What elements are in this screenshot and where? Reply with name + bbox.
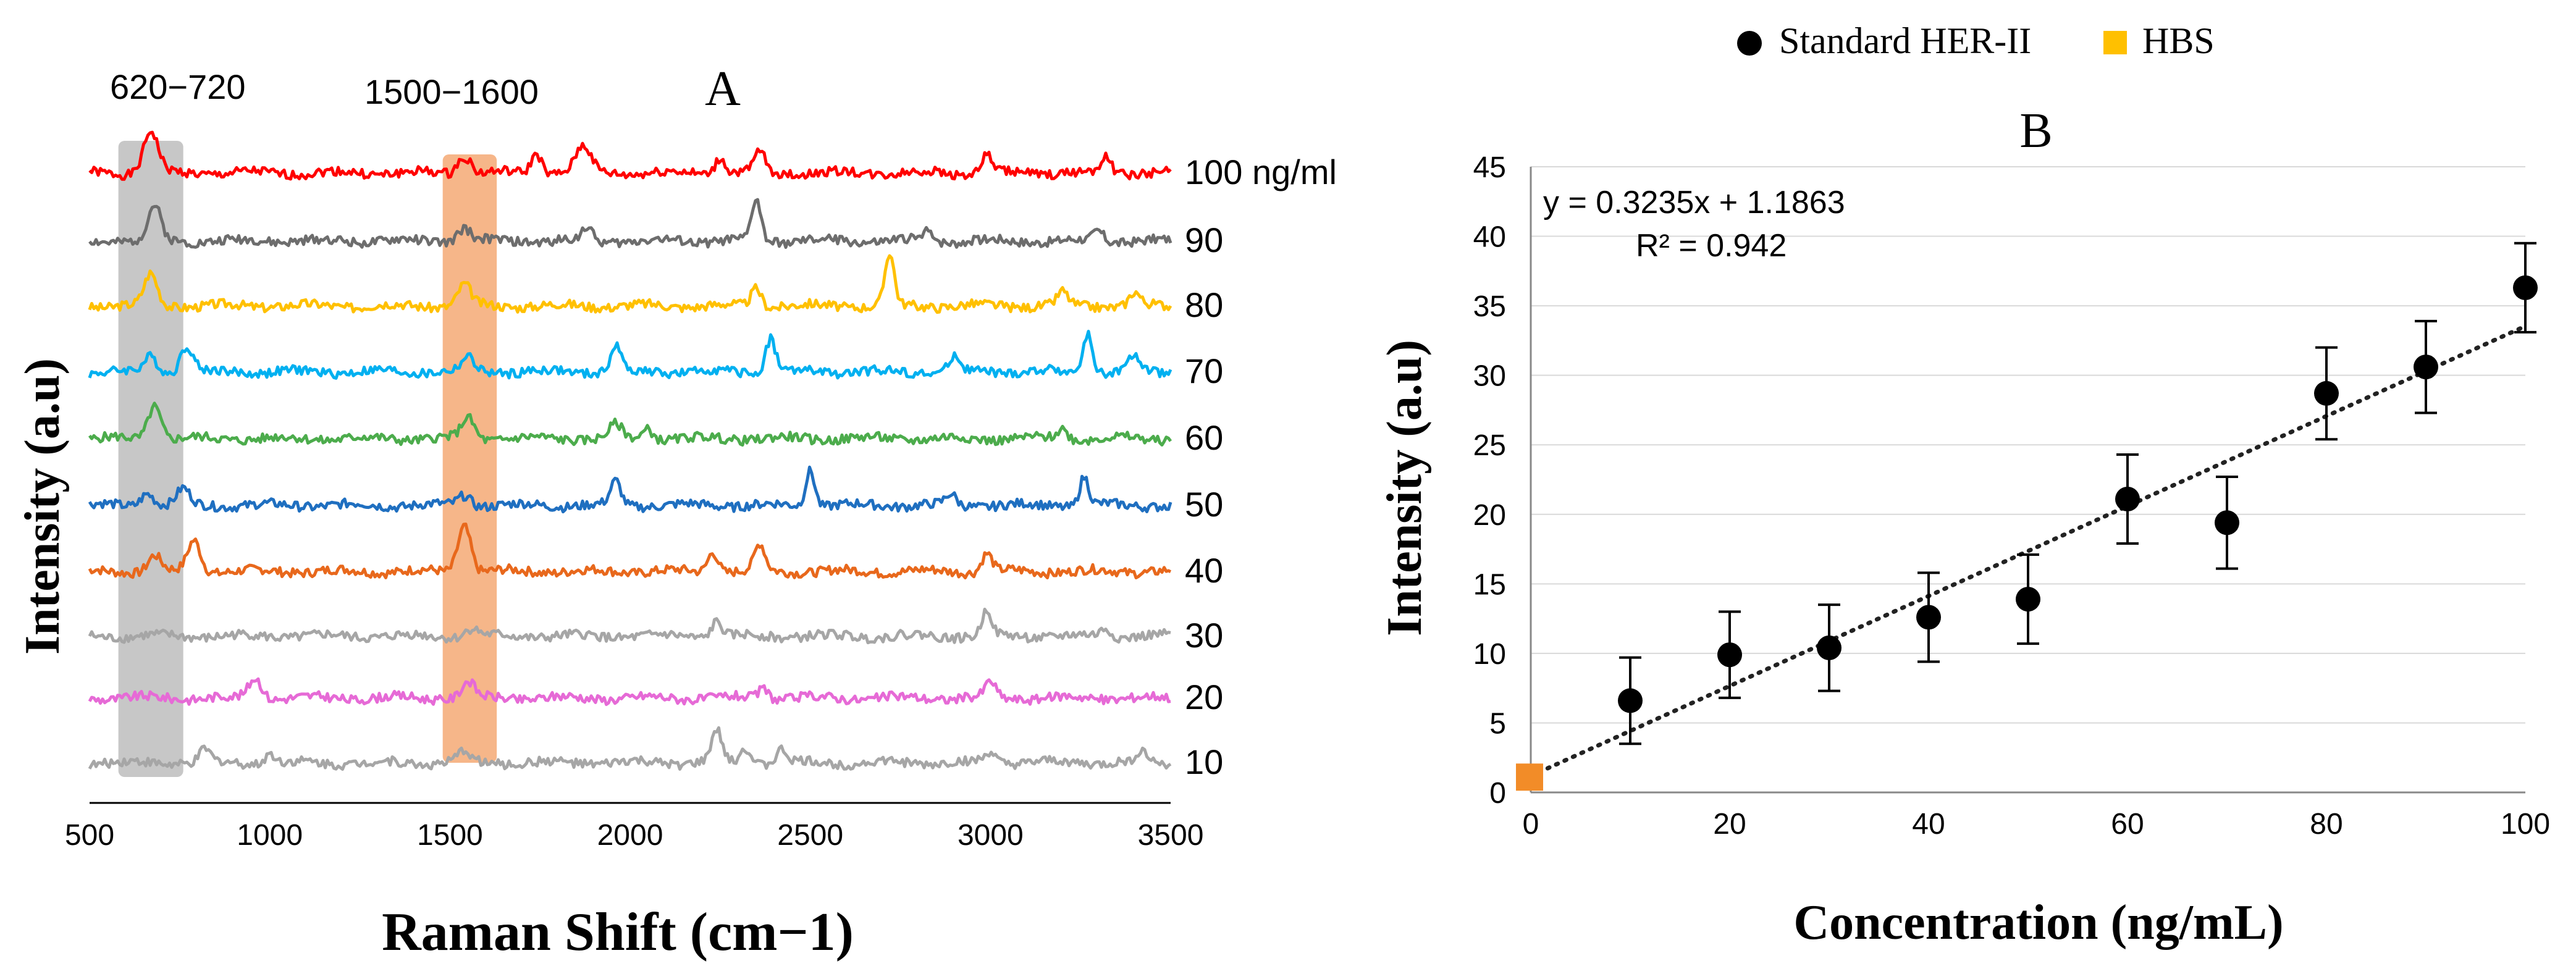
x-tick-label: 1500	[417, 819, 483, 852]
legend-label-hbs: HBS	[2142, 20, 2215, 61]
band-label-1500-1600: 1500−1600	[364, 72, 539, 111]
spectrum-line-40	[88, 523, 1172, 580]
x-tick-label: 80	[2310, 808, 2342, 841]
panel-b-y-label: Intensity (a.u)	[1378, 340, 1432, 636]
panel-a-y-label: Intensity (a.u)	[15, 358, 70, 655]
panel-b: 0 5 10 15 20 25 30 35 40 45 0 20 40 60 80 100 Standard…	[1378, 20, 2550, 950]
y-tick-label: 20	[1473, 499, 1506, 532]
x-tick-label: 20	[1713, 808, 1746, 841]
x-tick-label: 500	[65, 819, 114, 852]
spectrum-line-20	[88, 677, 1171, 707]
spectrum-line-30	[88, 607, 1171, 645]
panel-a-title: A	[705, 62, 741, 116]
trendline	[1528, 324, 2528, 778]
legend-label-standard: Standard HER-II	[1779, 20, 2031, 61]
x-tick-label: 0	[1523, 808, 1539, 841]
spectrum-line-10	[88, 726, 1172, 771]
band-label-620-720: 620−720	[110, 67, 246, 106]
series-label: 10	[1185, 742, 1223, 781]
series-label: 40	[1185, 551, 1223, 590]
series-label: 80	[1185, 285, 1223, 324]
series-label: 60	[1185, 418, 1223, 457]
data-point-standard	[1618, 688, 1643, 713]
y-tick-label: 45	[1473, 151, 1506, 184]
data-point-standard	[2016, 587, 2040, 612]
series-label: 20	[1185, 678, 1223, 716]
x-tick-label: 3500	[1138, 819, 1204, 852]
data-point-standard	[2314, 380, 2339, 406]
series-labels: 100 ng/ml 90 80 70 60 50 40 30 20 10	[1185, 153, 1337, 781]
panel-a-x-label: Raman Shift (cm−1)	[382, 902, 854, 962]
spectrum-line-90	[88, 198, 1172, 249]
x-tick-label: 60	[2111, 808, 2144, 841]
panel-b-x-label: Concentration (ng/mL)	[1793, 896, 2283, 950]
spectrum-line-60	[88, 401, 1172, 447]
y-tick-label: 40	[1473, 221, 1506, 254]
legend: Standard HER-II HBS	[1737, 20, 2215, 61]
data-point-standard	[2115, 487, 2140, 512]
trend-equation: y = 0.3235x + 1.1863	[1543, 185, 1845, 220]
r-squared: R² = 0.942	[1636, 228, 1787, 264]
spectrum-line-50	[88, 465, 1172, 514]
spectrum-line-70	[88, 329, 1172, 380]
y-tick-label: 10	[1473, 638, 1506, 671]
data-point-standard	[2215, 510, 2239, 535]
spectrum-line-80	[88, 254, 1172, 314]
spectra-group	[88, 130, 1172, 771]
y-tick-labels: 0 5 10 15 20 25 30 35 40 45	[1473, 151, 1506, 810]
data-point-standard	[2414, 355, 2438, 380]
x-tick-label: 100	[2501, 808, 2550, 841]
y-tick-label: 35	[1473, 290, 1506, 323]
legend-marker-hbs	[2103, 31, 2127, 54]
legend-marker-standard	[1737, 31, 1762, 56]
x-tick-label: 1000	[237, 819, 303, 852]
data-point-hbs	[1516, 763, 1543, 791]
panel-b-title: B	[2019, 104, 2052, 158]
panel-a: 500 1000 1500 2000 2500 3000 3500 100 ng/ml 90 8…	[15, 62, 1337, 962]
x-tick-label: 3000	[958, 819, 1024, 852]
x-tick-label: 2500	[777, 819, 843, 852]
series-label: 90	[1185, 220, 1223, 259]
x-tick-label: 2000	[597, 819, 663, 852]
data-points	[1516, 241, 2538, 791]
x-tick-labels: 0 20 40 60 80 100	[1523, 808, 2550, 841]
y-tick-label: 0	[1489, 777, 1506, 810]
y-tick-label: 5	[1489, 707, 1506, 740]
x-tick-label: 40	[1912, 808, 1945, 841]
data-point-standard	[1717, 642, 1742, 668]
data-point-standard	[1817, 635, 1842, 660]
y-tick-label: 30	[1473, 360, 1506, 393]
series-label: 100 ng/ml	[1185, 153, 1337, 191]
x-tick-labels: 500 1000 1500 2000 2500 3000 3500	[65, 819, 1203, 852]
series-label: 50	[1185, 485, 1223, 524]
data-point-standard	[2513, 275, 2538, 300]
data-point-standard	[1916, 605, 1941, 630]
y-tick-label: 15	[1473, 568, 1506, 601]
series-label: 70	[1185, 351, 1223, 390]
highlight-band-1500-1600	[442, 154, 497, 763]
y-tick-label: 25	[1473, 429, 1506, 462]
series-label: 30	[1185, 616, 1223, 655]
spectrum-line-100-ng/ml	[88, 130, 1172, 181]
